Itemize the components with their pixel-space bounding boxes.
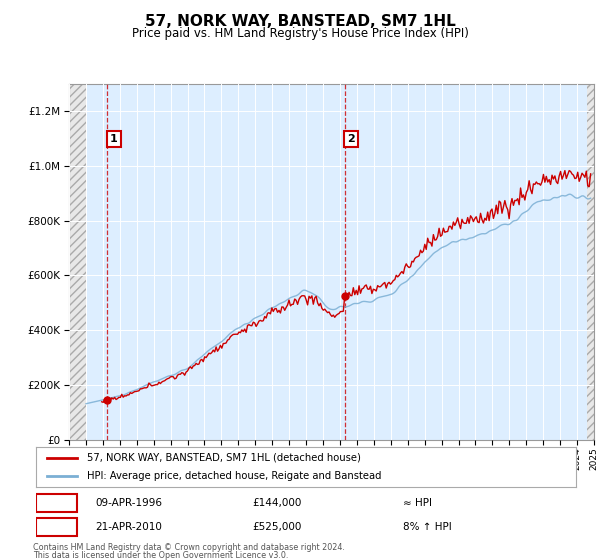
Text: HPI: Average price, detached house, Reigate and Banstead: HPI: Average price, detached house, Reig… [88, 472, 382, 481]
Text: 1: 1 [110, 134, 118, 144]
Text: Price paid vs. HM Land Registry's House Price Index (HPI): Price paid vs. HM Land Registry's House … [131, 27, 469, 40]
Text: 57, NORK WAY, BANSTEAD, SM7 1HL: 57, NORK WAY, BANSTEAD, SM7 1HL [145, 14, 455, 29]
FancyBboxPatch shape [36, 494, 77, 512]
Text: This data is licensed under the Open Government Licence v3.0.: This data is licensed under the Open Gov… [33, 551, 289, 560]
Text: ≈ HPI: ≈ HPI [403, 498, 432, 508]
Bar [587, 84, 594, 440]
Text: 21-APR-2010: 21-APR-2010 [95, 522, 162, 532]
Text: 57, NORK WAY, BANSTEAD, SM7 1HL (detached house): 57, NORK WAY, BANSTEAD, SM7 1HL (detache… [88, 453, 361, 463]
Text: £144,000: £144,000 [252, 498, 301, 508]
FancyBboxPatch shape [36, 518, 77, 535]
Text: 8% ↑ HPI: 8% ↑ HPI [403, 522, 452, 532]
Text: 2: 2 [53, 522, 60, 532]
Text: £525,000: £525,000 [252, 522, 301, 532]
Text: Contains HM Land Registry data © Crown copyright and database right 2024.: Contains HM Land Registry data © Crown c… [33, 543, 345, 552]
Text: 1: 1 [53, 498, 60, 508]
Text: 09-APR-1996: 09-APR-1996 [95, 498, 163, 508]
Text: 2: 2 [347, 134, 355, 144]
Bar [69, 84, 86, 440]
